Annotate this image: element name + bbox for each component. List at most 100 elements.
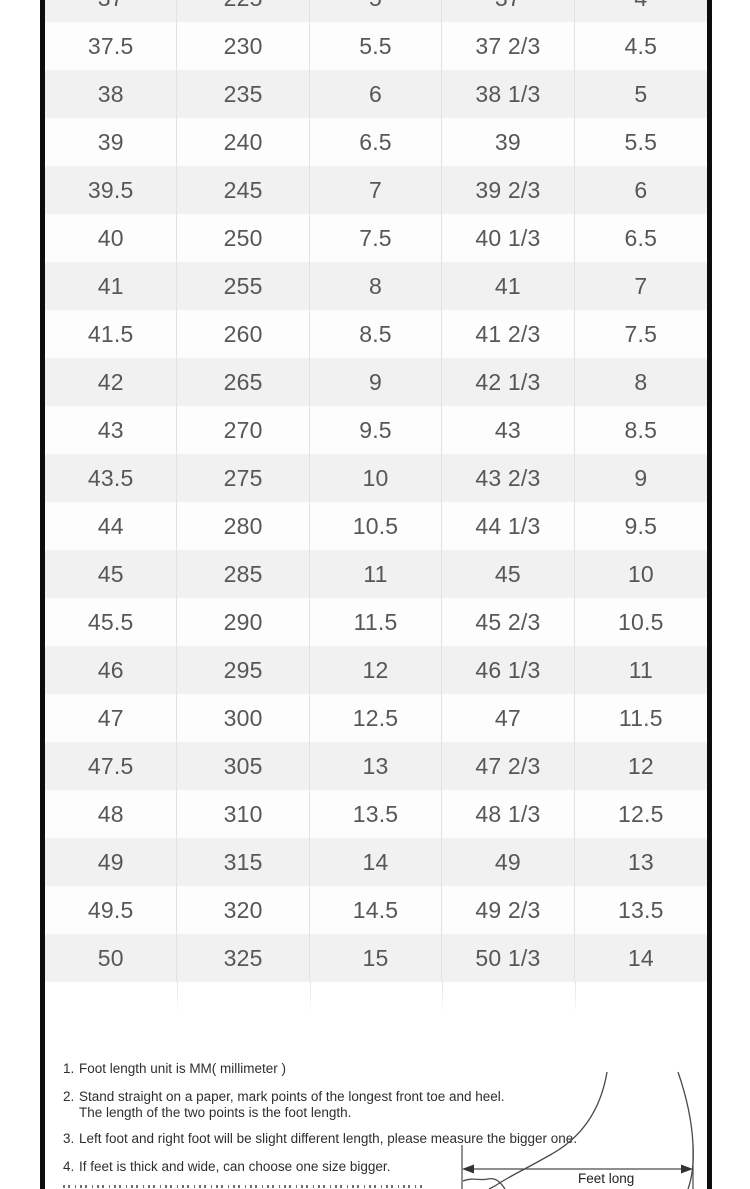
table-cell: 4 <box>575 0 707 22</box>
table-cell: 5 <box>634 81 648 107</box>
note-text: Stand straight on a paper, mark points o… <box>79 1089 505 1120</box>
table-row: 37.5 230 5.5 37 2/3 4.5 <box>45 22 707 70</box>
note-number: 2. <box>63 1089 75 1104</box>
table-cell: 260 <box>177 310 310 358</box>
table-cell: 49 <box>45 838 178 886</box>
table-row: 38 235 6 38 1/3 5 <box>45 70 707 118</box>
table-cell: 46 1/3 <box>442 646 575 694</box>
table-cell: 250 <box>177 214 310 262</box>
cutoff-text-line <box>63 1185 423 1188</box>
table-cell: 9 <box>634 465 648 491</box>
table-cell: 13.5 <box>310 790 443 838</box>
table-cell: 11 <box>310 550 443 598</box>
table-cell: 5.5 <box>310 22 443 70</box>
note-number: 4. <box>63 1159 75 1174</box>
table-cell: 48 1/3 <box>442 790 575 838</box>
table-cell: 39 <box>442 118 575 166</box>
cutoff-text-fragment <box>63 1184 423 1189</box>
table-cell: 49 2/3 <box>442 886 575 934</box>
column-divider <box>309 982 311 1014</box>
table-cell: 9.5 <box>310 406 443 454</box>
table-row: 41 255 8 41 7 <box>45 262 707 310</box>
table-cell: 41 <box>45 262 178 310</box>
table-row: 47 300 12.5 47 11.5 <box>45 694 707 742</box>
table-row: 49 315 14 49 13 <box>45 838 707 886</box>
table-cell: 240 <box>177 118 310 166</box>
table-cell: 44 1/3 <box>442 502 575 550</box>
table-cell: 14 <box>627 945 654 971</box>
table-cell: 14.5 <box>310 886 443 934</box>
table-cell: 6.5 <box>310 118 443 166</box>
table-cell: 43 <box>45 406 178 454</box>
table-cell: 7 <box>310 166 443 214</box>
table-cell: 47 2/3 <box>442 742 575 790</box>
table-row: 47.5 305 13 47 2/3 12 <box>45 742 707 790</box>
table-cell: 5 <box>310 0 443 22</box>
table-cell: 49 <box>442 838 575 886</box>
table-cell: 49.5 <box>45 886 178 934</box>
table-cell: 315 <box>177 838 310 886</box>
table-cell: 7.5 <box>310 214 443 262</box>
table-cell: 47 <box>442 694 575 742</box>
table-row: 48 310 13.5 48 1/3 12.5 <box>45 790 707 838</box>
table-cell: 295 <box>177 646 310 694</box>
table-cell: 45 <box>442 550 575 598</box>
note-text: Left foot and right foot will be slight … <box>79 1131 578 1146</box>
table-empty-row <box>45 982 707 1022</box>
table-row: 45 285 11 45 10 <box>45 550 707 598</box>
table-cell: 40 <box>45 214 178 262</box>
table-row: 43 270 9.5 43 8.5 <box>45 406 707 454</box>
table-cell: 43 <box>442 406 575 454</box>
table-cell: 50 1/3 <box>442 934 575 982</box>
table-cell: 48 <box>45 790 178 838</box>
table-cell: 9 <box>310 358 443 406</box>
table-cell: 38 1/3 <box>442 70 575 118</box>
table-row: 44 280 10.5 44 1/3 9.5 <box>45 502 707 550</box>
table-cell: 275 <box>177 454 310 502</box>
table-cell: 15 <box>310 934 443 982</box>
table-cell: 12.5 <box>310 694 443 742</box>
table-cell: 40 1/3 <box>442 214 575 262</box>
note-number: 3. <box>63 1131 75 1146</box>
table-cell: 8 <box>310 262 443 310</box>
column-divider <box>177 982 179 1014</box>
table-cell: 5.5 <box>624 129 658 155</box>
table-row: 42 265 9 42 1/3 8 <box>45 358 707 406</box>
table-row: 41.5 260 8.5 41 2/3 7.5 <box>45 310 707 358</box>
table-cell: 41 2/3 <box>442 310 575 358</box>
note-text: If feet is thick and wide, can choose on… <box>79 1159 391 1174</box>
table-row: 39 240 6.5 39 5.5 <box>45 118 707 166</box>
table-cell: 42 1/3 <box>442 358 575 406</box>
table-cell: 290 <box>177 598 310 646</box>
table-cell: 8 <box>634 369 648 395</box>
table-cell: 10 <box>310 454 443 502</box>
table-cell: 39 <box>45 118 178 166</box>
table-cell: 41.5 <box>45 310 178 358</box>
table-cell: 43 2/3 <box>442 454 575 502</box>
table-cell: 12.5 <box>618 801 664 827</box>
table-cell: 13 <box>627 849 654 875</box>
table-row: 40 250 7.5 40 1/3 6.5 <box>45 214 707 262</box>
table-cell: 280 <box>177 502 310 550</box>
table-cell: 45 2/3 <box>442 598 575 646</box>
table-cell: 45.5 <box>45 598 178 646</box>
table-cell: 11 <box>628 657 653 683</box>
table-cell: 50 <box>45 934 178 982</box>
table-cell: 320 <box>177 886 310 934</box>
table-cell: 37.5 <box>45 22 178 70</box>
note-text: Foot length unit is MM( millimeter ) <box>79 1061 287 1076</box>
table-cell: 13.5 <box>618 897 664 923</box>
table-cell: 6 <box>634 177 648 203</box>
column-divider <box>442 982 444 1014</box>
table-cell: 41 <box>442 262 575 310</box>
table-cell: 47 <box>45 694 178 742</box>
table-cell: 8.5 <box>624 417 658 443</box>
table-cell: 300 <box>177 694 310 742</box>
note-item: 4. If feet is thick and wide, can choose … <box>63 1159 390 1175</box>
note-item: 1. Foot length unit is MM( millimeter ) <box>63 1061 286 1077</box>
table-cell: 14 <box>310 838 443 886</box>
table-row: 39.5 245 7 39 2/3 6 <box>45 166 707 214</box>
table-cell: 10.5 <box>310 502 443 550</box>
